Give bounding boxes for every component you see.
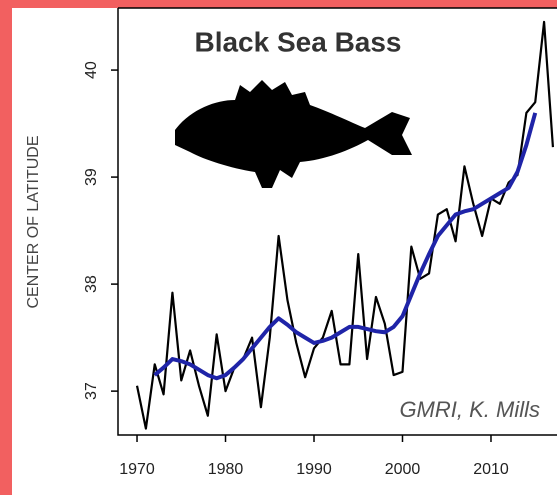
y-tick-label: 38 [83,275,100,293]
annotation: GMRI, K. Mills [399,397,540,422]
x-tick-label: 1970 [119,461,155,478]
y-tick-label: 37 [83,382,100,400]
border-top [0,0,557,8]
border-left [0,0,12,495]
series-line [135,20,555,430]
chart-title: Black Sea Bass [194,26,401,57]
fish-icon [175,80,412,188]
y-axis-label: CENTER OF LATITUDE [25,135,42,308]
y-tick-label: 40 [83,61,100,79]
x-tick-label: 1990 [296,461,332,478]
x-tick-label: 2000 [385,461,421,478]
x-tick-label: 1980 [208,461,244,478]
y-tick-label: 39 [83,168,100,186]
x-tick-label: 2010 [473,461,509,478]
plot-frame [117,7,557,436]
series-line [153,112,538,381]
